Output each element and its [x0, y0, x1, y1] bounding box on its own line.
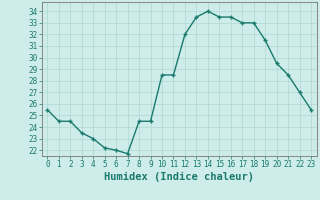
X-axis label: Humidex (Indice chaleur): Humidex (Indice chaleur) — [104, 172, 254, 182]
